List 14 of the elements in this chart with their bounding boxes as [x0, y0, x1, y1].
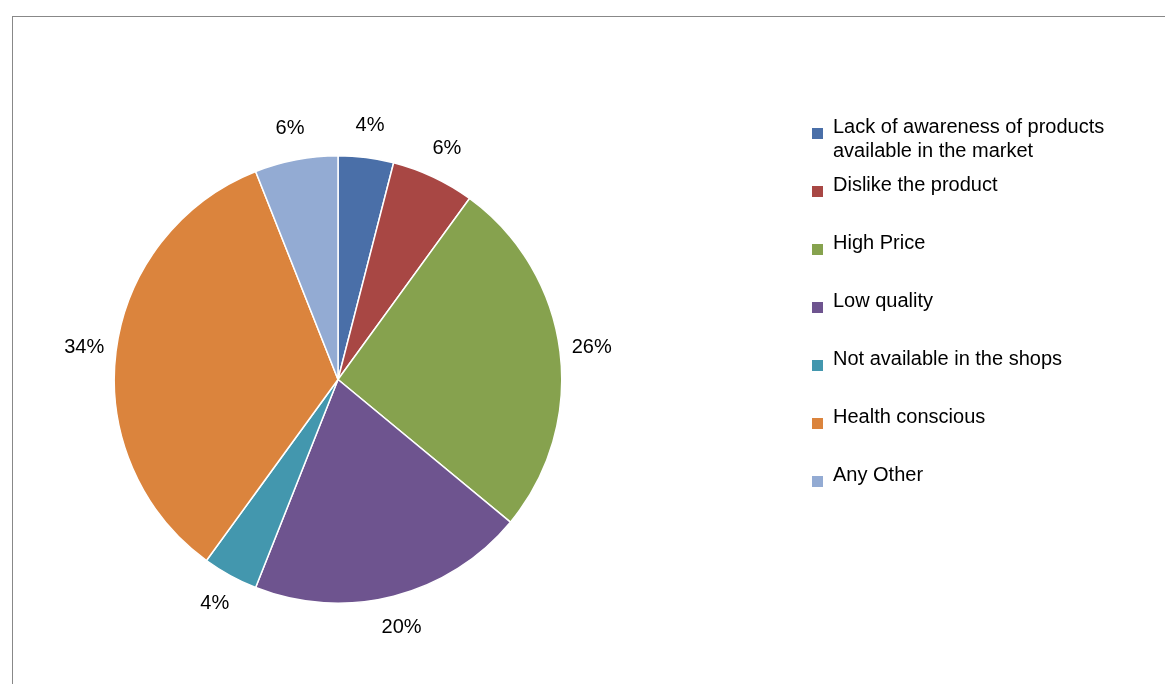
legend-label: High Price	[833, 230, 926, 254]
data-label: 4%	[355, 113, 385, 136]
data-label: 6%	[432, 135, 462, 158]
data-label: 6%	[275, 115, 305, 138]
legend-label: Any Other	[833, 462, 924, 486]
data-label: 4%	[200, 591, 230, 614]
legend-label: Low quality	[833, 288, 934, 312]
data-label: 20%	[381, 614, 422, 637]
legend-label: Health conscious	[833, 404, 986, 428]
legend-label: Dislike the product	[833, 172, 998, 196]
legend-label: Lack of awareness of products available in the market	[833, 114, 1106, 162]
data-label: 34%	[64, 334, 105, 357]
data-label: 26%	[571, 334, 612, 357]
legend-label: Not available in the shops	[833, 346, 1063, 370]
